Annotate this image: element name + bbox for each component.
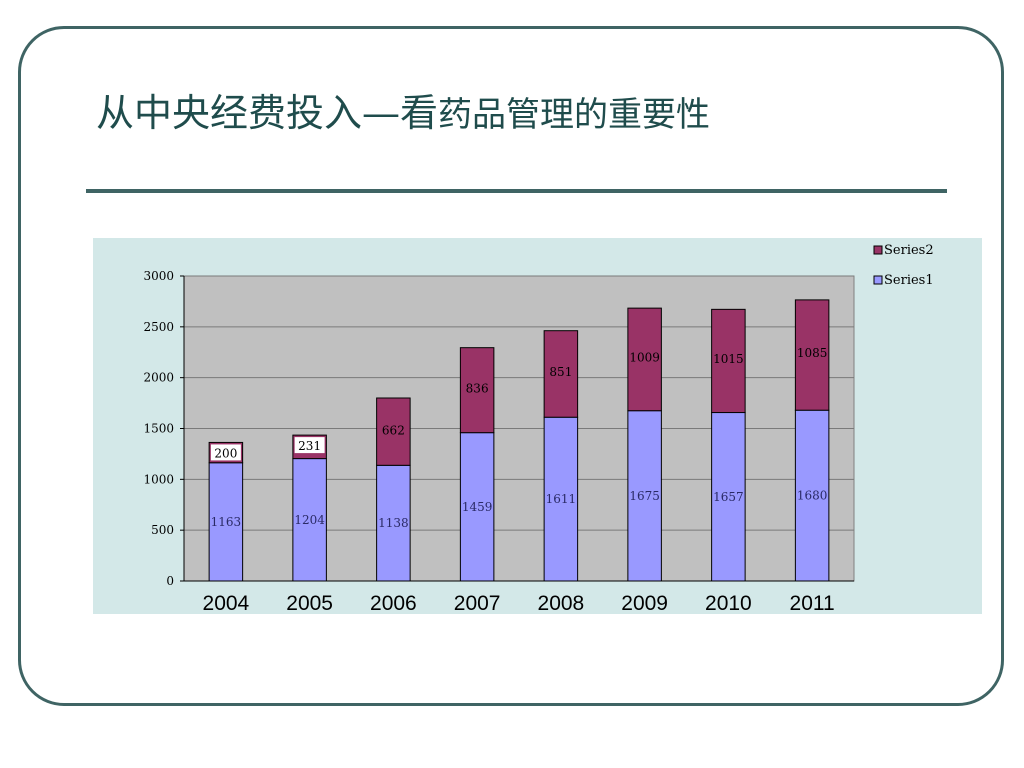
- bar-series1: [376, 464, 411, 582]
- data-label-series2: 1015: [713, 352, 744, 366]
- y-tick-label: 2500: [143, 320, 174, 334]
- legend-swatch: [873, 275, 883, 285]
- legend-label: Series2: [884, 243, 934, 258]
- data-label-series1: 1675: [629, 489, 660, 503]
- x-category-label: 2009: [621, 592, 668, 614]
- slide-title: 从中央经费投入—看药品管理的重要性: [96, 88, 710, 140]
- data-label-box: [210, 444, 241, 461]
- bar-series1: [794, 409, 830, 582]
- y-tick-label: 1000: [143, 472, 174, 486]
- y-tick-label: 2000: [143, 371, 174, 385]
- bar-series1: [543, 416, 579, 582]
- x-category-label: 2004: [203, 592, 250, 614]
- x-category-label: 2010: [705, 592, 752, 614]
- bar-series1: [459, 432, 495, 582]
- bar-series2: [459, 347, 495, 434]
- legend-label: Series1: [884, 273, 934, 288]
- data-label-series2: 851: [549, 365, 572, 379]
- x-category-label: 2011: [790, 592, 835, 614]
- bar-series1: [627, 410, 662, 582]
- data-label-series2: 836: [466, 381, 489, 395]
- bar-series2: [711, 308, 746, 414]
- data-label-series1: 1204: [294, 513, 325, 527]
- bar-chart: 0 500 1000 1500 2000 2500 3000 1163 200 2004 1204 2…: [143, 243, 934, 614]
- slide-title-main: 从中央经费投入—看: [96, 91, 439, 135]
- bar-series2: [627, 307, 662, 412]
- y-tick-label: 1500: [143, 422, 174, 436]
- title-divider: [86, 189, 947, 193]
- y-tick-label: 500: [151, 523, 174, 537]
- data-label-series1: 1459: [462, 500, 493, 514]
- legend-swatch: [873, 245, 883, 255]
- data-label-series2: 200: [214, 446, 237, 460]
- bar-series2: [543, 330, 579, 418]
- y-tick-label: 3000: [143, 269, 174, 283]
- y-tick-label: 0: [166, 574, 174, 588]
- x-category-label: 2006: [370, 592, 417, 614]
- data-label-series2: 662: [382, 423, 405, 437]
- data-label-box: [294, 437, 325, 454]
- data-label-series1: 1657: [713, 490, 744, 504]
- data-label-series2: 1009: [629, 350, 660, 364]
- slide-frame: [18, 26, 1004, 706]
- data-label-series2: 231: [298, 439, 321, 453]
- data-label-series1: 1138: [378, 516, 409, 530]
- bar-series2: [376, 397, 411, 466]
- x-category-label: 2007: [454, 592, 501, 614]
- data-label-series2: 1085: [797, 346, 828, 360]
- bar-series1: [711, 412, 746, 582]
- slide-title-rest: 药品管理的重要性: [438, 95, 711, 135]
- x-category-label: 2008: [538, 592, 585, 614]
- chart-area: 0 500 1000 1500 2000 2500 3000 1163 200 2004 1204 2…: [93, 238, 982, 614]
- data-label-series1: 1163: [211, 515, 242, 529]
- x-category-label: 2005: [286, 592, 333, 614]
- data-label-series1: 1611: [546, 492, 577, 506]
- bar-series2: [794, 299, 830, 411]
- data-label-series1: 1680: [797, 489, 828, 503]
